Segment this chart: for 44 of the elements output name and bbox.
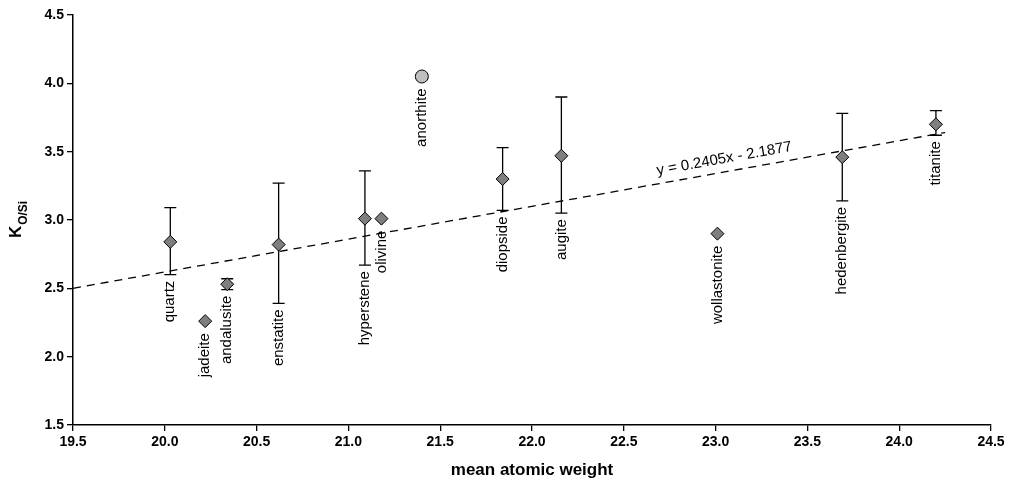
point <box>271 237 286 252</box>
annotation: augite <box>551 219 569 261</box>
annotation: diopside <box>492 216 510 273</box>
point <box>928 117 943 132</box>
x-tick-label: 21.5 <box>426 433 455 450</box>
y-tick-label: 3.0 <box>44 210 65 227</box>
point <box>198 314 213 329</box>
annotation: wollastonite <box>707 245 725 326</box>
x-axis-title: mean atomic weight <box>450 460 614 480</box>
annotation: jadeite <box>195 333 213 379</box>
x-tick-label: 22.0 <box>518 433 546 450</box>
annotation: enstatite <box>268 309 286 367</box>
y-axis-title: KO/Si <box>5 200 30 239</box>
annotation: quartz <box>160 280 178 323</box>
x-tick-label: 23.5 <box>793 433 822 450</box>
y-tick-label: 1.5 <box>44 415 65 432</box>
annotation: hedenbergite <box>832 206 850 295</box>
point <box>163 234 178 249</box>
x-tick-label: 23.0 <box>701 433 730 450</box>
y-tick-label: 4.0 <box>44 74 65 91</box>
y-tick-label: 4.5 <box>44 5 65 22</box>
point <box>554 148 569 163</box>
x-tick-label: 21.0 <box>334 433 363 450</box>
annotation: olivine <box>371 230 389 274</box>
annotation: anorthite <box>411 88 429 147</box>
annotation: titanite <box>926 141 944 186</box>
y-tick-label: 2.0 <box>44 347 65 364</box>
y-tick-label: 2.5 <box>44 279 65 296</box>
x-tick-label: 20.5 <box>242 433 271 450</box>
x-tick-label: 24.0 <box>885 433 914 450</box>
x-tick-label: 20.0 <box>151 433 179 450</box>
point <box>835 150 850 165</box>
point <box>495 172 510 186</box>
point <box>414 69 429 84</box>
annotation: y = 0.2405x - 2.1877 <box>655 137 793 178</box>
y-tick-label: 3.5 <box>44 142 65 159</box>
annotation: hyperstene <box>355 271 373 346</box>
annotation: andalusite <box>217 295 235 365</box>
point <box>357 211 372 226</box>
x-tick-label: 22.5 <box>610 433 638 450</box>
point <box>710 226 725 241</box>
point <box>374 211 389 226</box>
x-tick-label: 24.5 <box>977 433 1005 450</box>
x-tick-label: 19.5 <box>59 433 87 450</box>
